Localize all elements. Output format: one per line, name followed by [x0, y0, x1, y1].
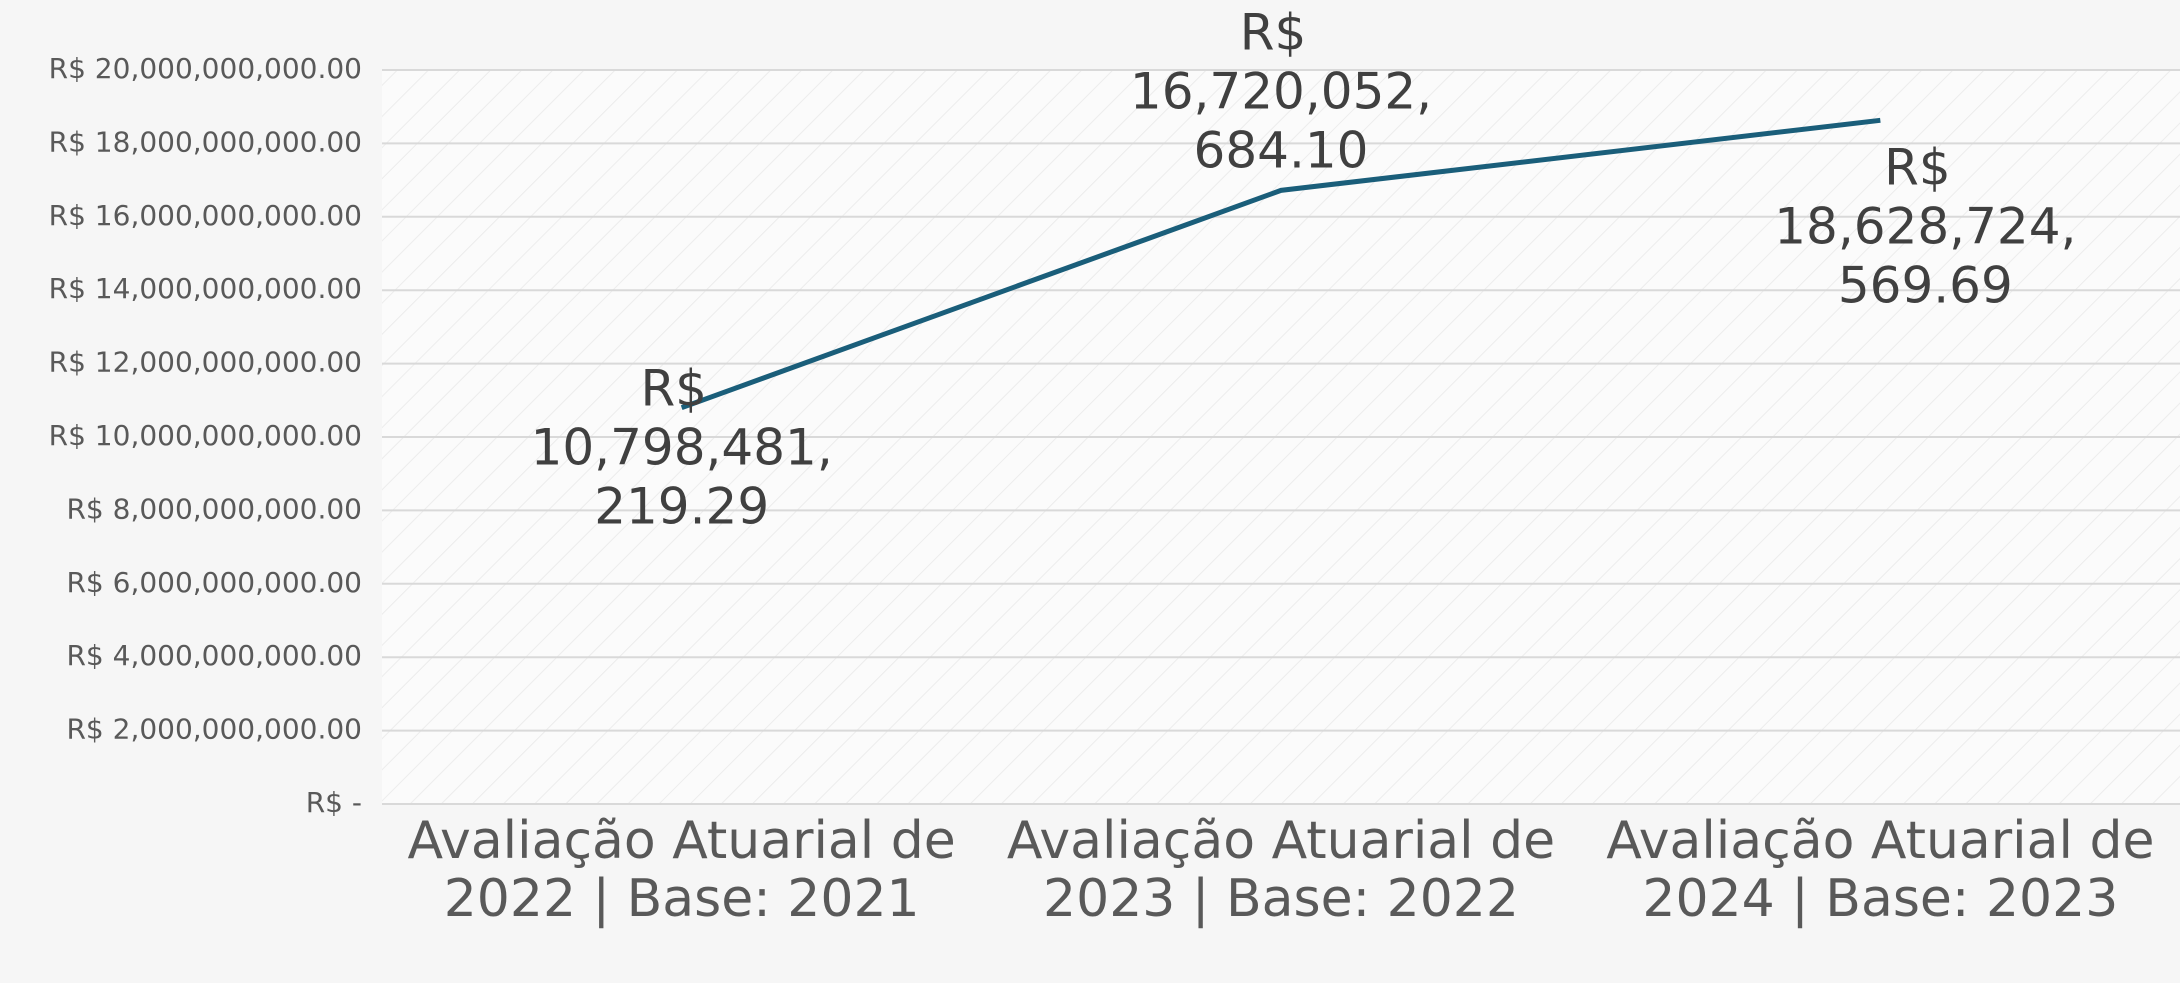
- y-tick-label: R$ 20,000,000,000.00: [49, 52, 362, 85]
- y-tick-label: R$ 6,000,000,000.00: [66, 566, 362, 599]
- y-tick-label: R$ -: [306, 786, 362, 819]
- y-tick-label: R$ 14,000,000,000.00: [49, 272, 362, 305]
- y-tick-label: R$ 18,000,000,000.00: [49, 125, 362, 158]
- y-tick-label: R$ 4,000,000,000.00: [66, 639, 362, 672]
- x-tick-label-box: Avaliação Atuarial de 2022 | Base: 2021: [407, 812, 956, 929]
- y-tick-label: R$ 8,000,000,000.00: [66, 492, 362, 525]
- x-tick-label: Avaliação Atuarial de 2022 | Base: 2021: [407, 812, 956, 929]
- data-label: R$ 18,628,724, 569.69: [1774, 138, 2076, 314]
- line: [680, 117, 1881, 411]
- x-tick-label: Avaliação Atuarial de 2023 | Base: 2022: [1006, 812, 1556, 929]
- x-tick-label-box: Avaliação Atuarial de 2023 | Base: 2022: [1006, 812, 1556, 929]
- x-tick-label-box: Avaliação Atuarial de 2024 | Base: 2023: [1606, 812, 2155, 929]
- y-tick-label: R$ 16,000,000,000.00: [49, 199, 362, 232]
- data-label: R$ 10,798,481, 219.29: [531, 359, 833, 535]
- y-tick-label: R$ 12,000,000,000.00: [49, 346, 362, 379]
- y-tick-label: R$ 10,000,000,000.00: [49, 419, 362, 452]
- y-tick-label: R$ 2,000,000,000.00: [66, 713, 362, 746]
- data-label: R$ 16,720,052, 684.10: [1130, 3, 1432, 179]
- x-tick-label: Avaliação Atuarial de 2024 | Base: 2023: [1606, 812, 2155, 929]
